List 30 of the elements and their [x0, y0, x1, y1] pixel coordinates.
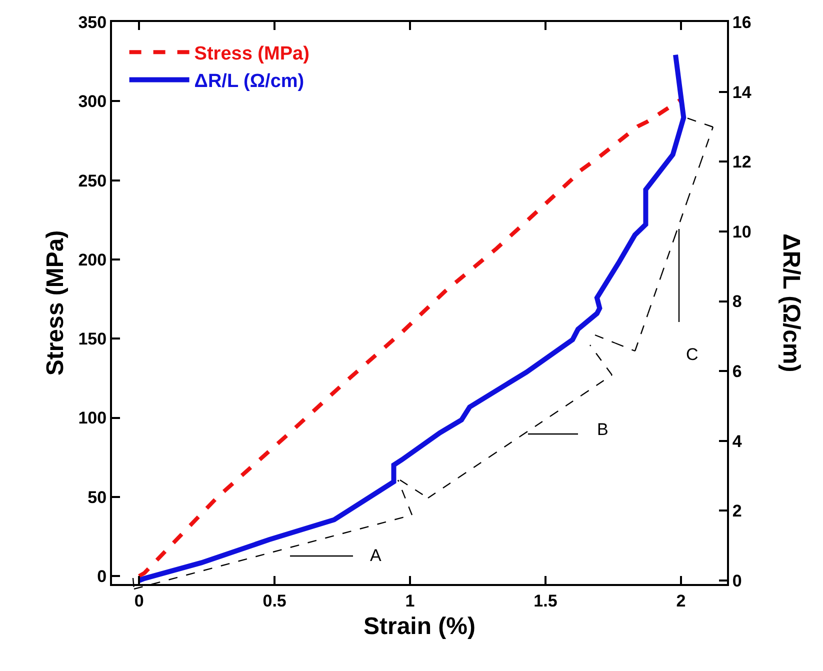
annotation: C [686, 345, 698, 364]
x-tick-label: 2 [676, 591, 686, 610]
y2-tick-label: 12 [732, 152, 752, 172]
y-tick-label: 150 [78, 330, 107, 349]
x-tick-label: 0 [134, 591, 144, 610]
x-tick-label: 1 [405, 591, 415, 610]
legend-label: ΔR/L (Ω/cm) [194, 71, 304, 92]
y2-tick-label: 6 [732, 362, 742, 382]
y-tick-label: 50 [88, 488, 107, 507]
y-tick-label: 350 [78, 12, 107, 32]
y-tick-label: 200 [78, 250, 107, 270]
y-tick-label: 250 [78, 171, 107, 190]
y-axis-title: Stress (MPa) [42, 230, 69, 376]
y2-tick-label: 10 [732, 222, 752, 242]
y2-tick-label: 4 [732, 432, 742, 451]
y2-tick-label: 2 [732, 502, 742, 521]
y2-tick-label: 8 [732, 292, 742, 312]
y2-axis-title: ΔR/L (Ω/cm) [778, 234, 804, 372]
y2-tick-label: 16 [732, 12, 752, 32]
annotation: A [370, 546, 382, 565]
y2-tick-label: 14 [732, 82, 752, 102]
y-tick-label: 300 [78, 92, 107, 112]
annotation: B [597, 420, 608, 439]
x-axis-title: Strain (%) [363, 613, 476, 640]
y-tick-label: 100 [78, 408, 107, 428]
y2-tick-label: 0 [732, 571, 742, 590]
legend-label: Stress (MPa) [194, 44, 310, 64]
y-tick-label: 0 [97, 567, 107, 586]
x-tick-label: 0.5 [262, 591, 286, 610]
x-tick-label: 1.5 [534, 591, 558, 610]
